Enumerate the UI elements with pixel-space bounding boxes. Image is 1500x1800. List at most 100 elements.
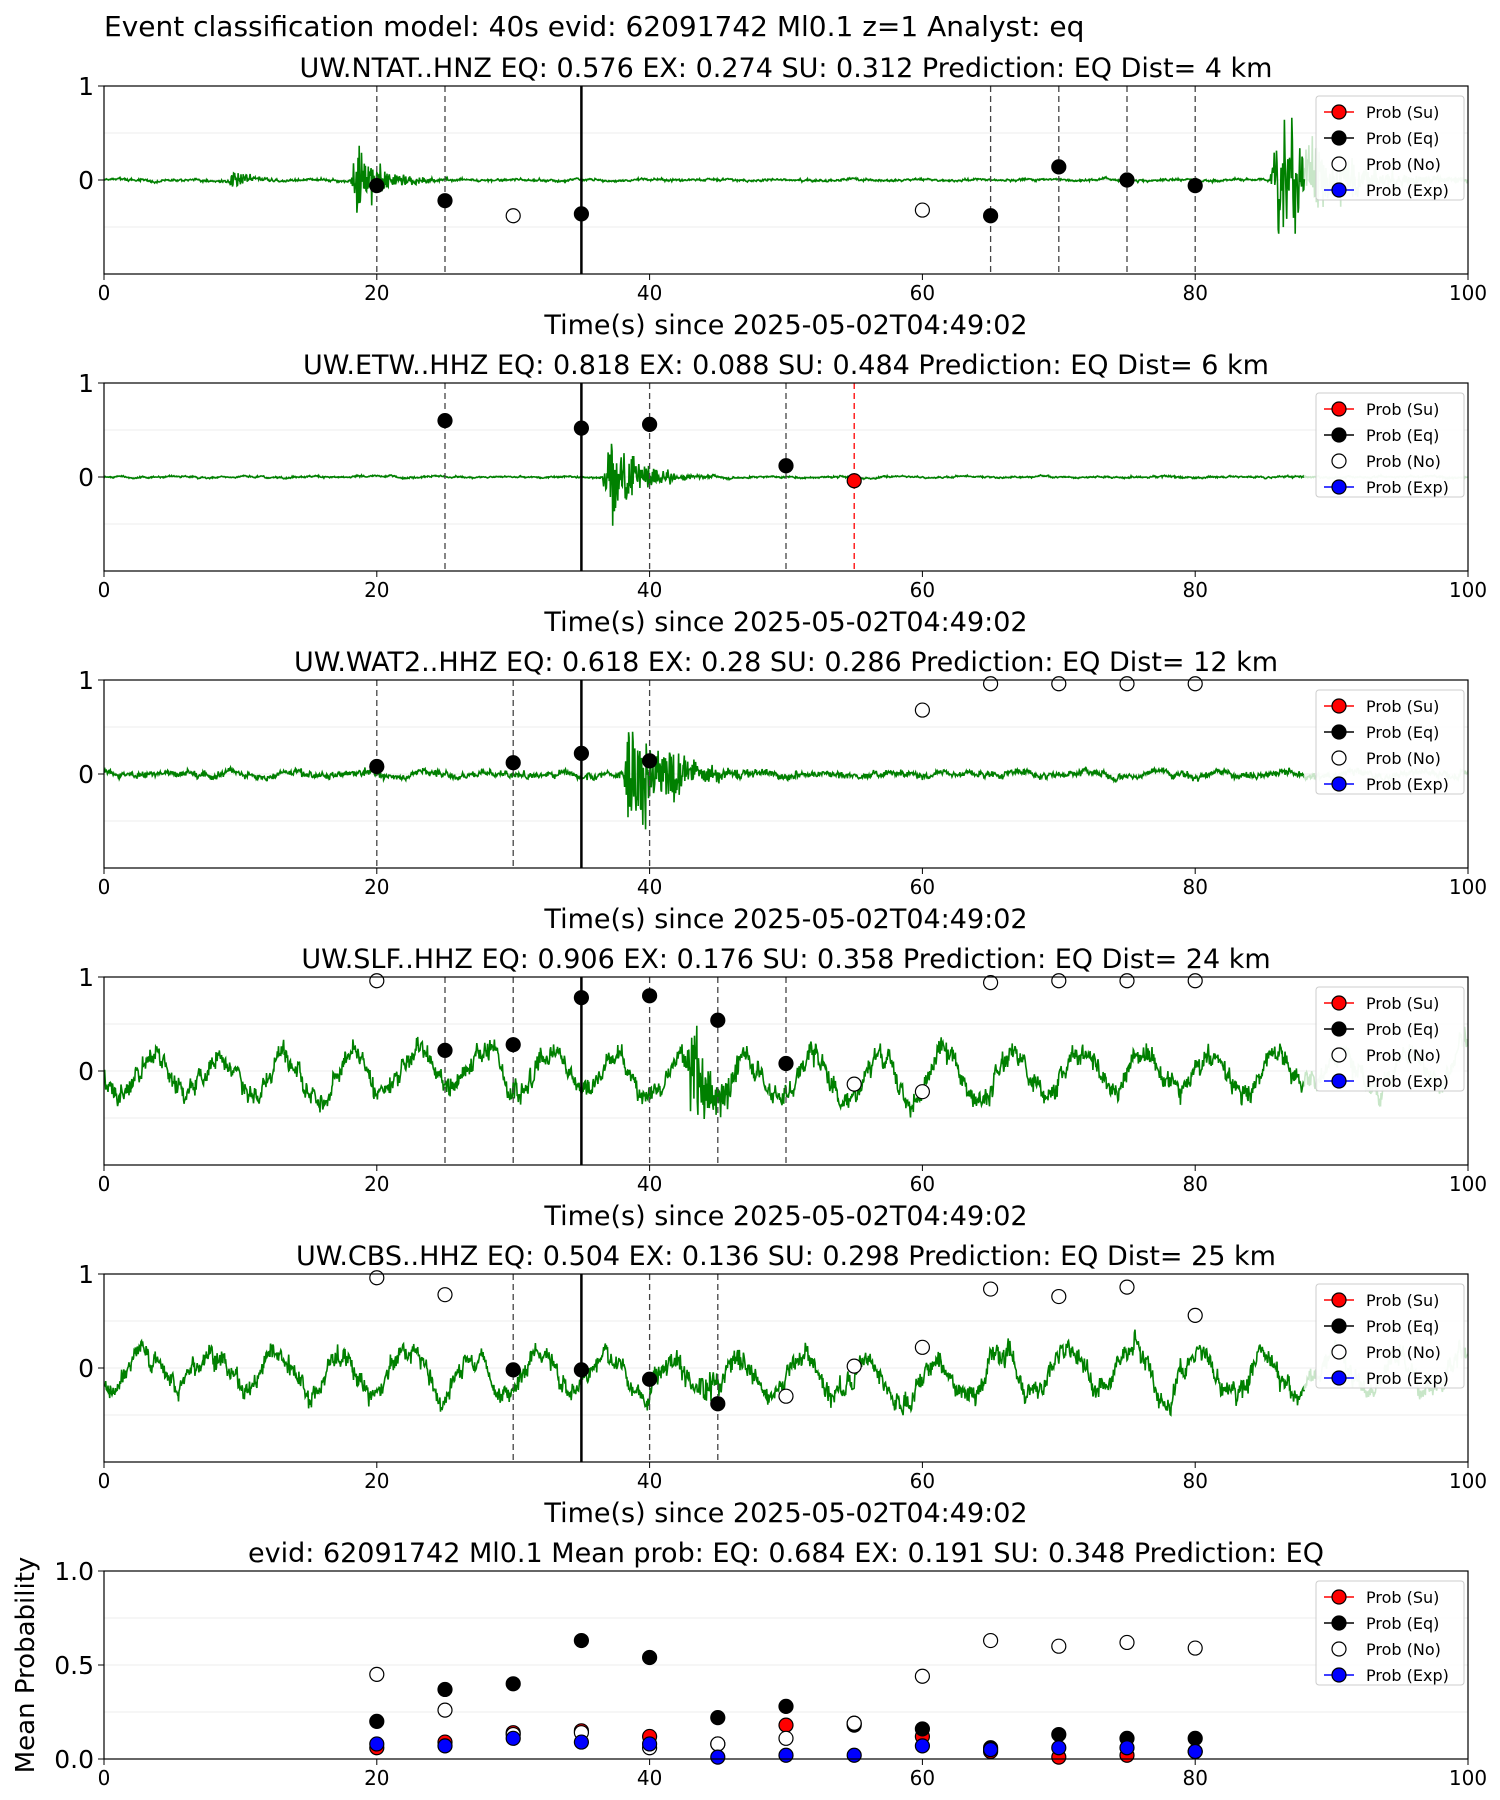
x-tick-label: 0 <box>98 1172 111 1196</box>
x-tick-label: 60 <box>910 1766 935 1790</box>
x-tick-label: 40 <box>637 1766 662 1790</box>
legend-marker-no <box>1331 1641 1347 1657</box>
pick-marker-no <box>1119 973 1135 989</box>
pick-marker-eq <box>437 413 453 429</box>
mean-prob-point-exp <box>846 1747 862 1763</box>
legend-marker-eq <box>1331 1318 1347 1334</box>
mean-prob-point-su <box>778 1717 794 1733</box>
y-tick-label: 1 <box>78 666 94 695</box>
legend-label: Prob (Su) <box>1366 103 1439 122</box>
legend-marker-exp <box>1331 776 1347 792</box>
legend-marker-su <box>1331 1589 1347 1605</box>
x-tick-label: 60 <box>910 1469 935 1493</box>
x-tick-label: 40 <box>637 1172 662 1196</box>
x-axis-label: Time(s) since 2025-05-02T04:49:02 <box>543 607 1027 638</box>
x-tick-label: 40 <box>637 1469 662 1493</box>
pick-marker-eq <box>437 1042 453 1058</box>
mean-prob-point-no <box>437 1702 453 1718</box>
pick-marker-no <box>369 1270 385 1286</box>
legend-label: Prob (No) <box>1366 1046 1441 1065</box>
mean-prob-point-eq <box>641 1649 658 1666</box>
pick-marker-eq <box>778 458 794 474</box>
legend: Prob (Su) Prob (Eq) Prob (No) Prob (Exp) <box>1315 1283 1465 1389</box>
mean-prob-point-eq <box>369 1713 385 1730</box>
y-tick-label: 1.0 <box>54 1557 94 1586</box>
pick-marker-no <box>914 1084 931 1100</box>
mean-prob-point-exp <box>1119 1740 1135 1756</box>
panel-3: UW.WAT2..HHZ EQ: 0.618 EX: 0.28 SU: 0.28… <box>78 647 1487 935</box>
pick-marker-no <box>982 676 999 692</box>
mean-prob-point-no <box>369 1666 385 1683</box>
x-axis-label: Time(s) since 2025-05-02T04:49:02 <box>543 904 1027 935</box>
x-tick-label: 20 <box>364 1172 389 1196</box>
pick-marker-no <box>505 208 521 224</box>
mean-prob-point-eq <box>1051 1726 1067 1743</box>
legend-marker-no <box>1331 1047 1347 1063</box>
pick-marker-eq <box>369 758 385 775</box>
x-tick-label: 100 <box>1449 1469 1487 1493</box>
mean-prob-point-no <box>846 1715 862 1731</box>
x-tick-label: 80 <box>1182 281 1207 305</box>
x-tick-label: 60 <box>910 578 935 602</box>
pick-marker-no <box>1119 1279 1135 1295</box>
panel-title: UW.CBS..HHZ EQ: 0.504 EX: 0.136 SU: 0.29… <box>296 1241 1276 1272</box>
panel-4: UW.SLF..HHZ EQ: 0.906 EX: 0.176 SU: 0.35… <box>78 944 1487 1232</box>
pick-marker-eq <box>573 990 590 1006</box>
legend-label: Prob (Exp) <box>1366 1666 1449 1685</box>
pick-marker-eq <box>1187 178 1203 194</box>
pick-marker-no <box>437 1287 453 1303</box>
mean-prob-point-no <box>778 1730 794 1746</box>
x-tick-label: 20 <box>364 1766 389 1790</box>
legend-marker-exp <box>1331 1667 1347 1683</box>
legend-label: Prob (Su) <box>1366 1291 1439 1310</box>
x-tick-label: 80 <box>1182 1172 1207 1196</box>
legend-label: Prob (Su) <box>1366 994 1439 1013</box>
y-tick-label: 1 <box>78 1260 94 1289</box>
pick-marker-no <box>778 1388 794 1404</box>
mean-prob-point-exp <box>778 1747 794 1763</box>
mean-prob-point-exp <box>982 1741 999 1758</box>
legend-label: Prob (Su) <box>1366 400 1439 419</box>
pick-marker-eq <box>437 193 453 209</box>
pick-marker-no <box>982 1281 999 1297</box>
x-tick-label: 20 <box>364 875 389 899</box>
mean-prob-point-no <box>1119 1634 1135 1651</box>
plot-area <box>104 680 1468 868</box>
legend-marker-no <box>1331 750 1347 766</box>
y-tick-label: 0.5 <box>54 1651 94 1680</box>
x-tick-label: 100 <box>1449 875 1487 899</box>
waveform-trace <box>104 443 1305 526</box>
mean-prob-point-exp <box>914 1738 931 1754</box>
x-tick-label: 100 <box>1449 1172 1487 1196</box>
legend: Prob (Su) Prob (Eq) Prob (No) Prob (Exp) <box>1315 95 1465 201</box>
legend-marker-exp <box>1331 1370 1347 1386</box>
pick-marker-eq <box>710 1396 726 1412</box>
panel-title: UW.ETW..HHZ EQ: 0.818 EX: 0.088 SU: 0.48… <box>303 350 1269 381</box>
pick-marker-no <box>1187 676 1203 692</box>
legend-label: Prob (No) <box>1366 452 1441 471</box>
legend-marker-su <box>1331 995 1347 1011</box>
plot-area <box>104 1617 1468 1713</box>
legend-marker-su <box>1331 104 1347 120</box>
mean-prob-point-eq <box>573 1632 590 1649</box>
pick-marker-no <box>1119 676 1135 692</box>
x-tick-label: 40 <box>637 875 662 899</box>
y-axis-label: Mean Probability <box>11 1557 41 1774</box>
legend-label: Prob (Exp) <box>1366 775 1449 794</box>
x-tick-label: 100 <box>1449 578 1487 602</box>
legend-label: Prob (Eq) <box>1366 129 1439 148</box>
legend-marker-no <box>1331 1344 1347 1360</box>
x-tick-label: 0 <box>98 1469 111 1493</box>
legend-marker-eq <box>1331 1021 1347 1037</box>
legend-marker-su <box>1331 1292 1347 1308</box>
x-tick-label: 0 <box>98 281 111 305</box>
legend: Prob (Su) Prob (Eq) Prob (No) Prob (Exp) <box>1315 1580 1465 1686</box>
x-tick-label: 100 <box>1449 281 1487 305</box>
mean-prob-point-eq <box>1187 1730 1203 1746</box>
pick-marker-su <box>846 473 862 489</box>
pick-marker-eq <box>505 755 521 771</box>
x-tick-label: 60 <box>910 281 935 305</box>
panel-title: evid: 62091742 Ml0.1 Mean prob: EQ: 0.68… <box>248 1538 1324 1569</box>
mean-prob-point-no <box>982 1632 999 1649</box>
pick-marker-eq <box>573 206 590 222</box>
